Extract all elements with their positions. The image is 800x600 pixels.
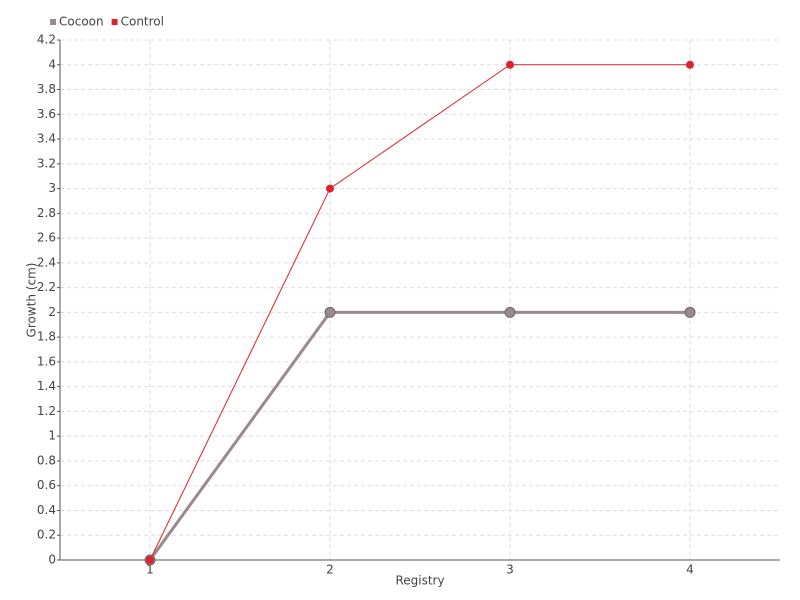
x-tick-label: 1	[146, 563, 154, 577]
y-tick-label: 0.4	[37, 503, 56, 517]
legend-swatch	[50, 19, 56, 25]
y-axis-label: Growth (cm)	[25, 263, 39, 338]
y-tick-label: 1.4	[37, 379, 56, 393]
point	[686, 60, 694, 69]
x-tick-label: 4	[686, 563, 694, 577]
point	[506, 60, 514, 69]
legend-label: Cocoon	[59, 15, 104, 29]
x-tick-label: 3	[506, 563, 514, 577]
series-line	[149, 64, 690, 561]
y-tick-label: 3.6	[37, 107, 56, 121]
y-tick-label: 1.6	[37, 354, 56, 368]
y-tick-label: 4	[48, 57, 56, 71]
y-tick-label: 0.8	[37, 453, 56, 467]
y-tick-label: 3	[48, 181, 56, 195]
y-tick-label: 4.2	[37, 33, 56, 47]
point	[504, 306, 516, 318]
y-tick-label: 3.2	[37, 156, 56, 170]
point	[684, 306, 696, 318]
series-line	[148, 310, 690, 561]
y-tick-label: 0.2	[37, 528, 56, 542]
y-tick-label: 0	[48, 553, 56, 567]
point	[146, 556, 154, 564]
x-tick-label: 2	[326, 563, 334, 577]
legend-label: Control	[121, 15, 164, 29]
x-axis-label: Registry	[395, 574, 444, 588]
y-tick-label: 3.4	[37, 132, 56, 146]
y-tick-label: 1	[48, 429, 56, 443]
y-tick-label: 1.2	[37, 404, 56, 418]
y-tick-label: 2.4	[37, 255, 56, 269]
y-tick-label: 2	[48, 305, 56, 319]
y-tick-label: 2.2	[37, 280, 56, 294]
y-tick-label: 1.8	[37, 330, 56, 344]
y-tick-label: 3.8	[37, 82, 56, 96]
y-tick-label: 0.6	[37, 478, 56, 492]
legend-swatch	[111, 19, 118, 25]
point	[326, 184, 334, 193]
y-tick-label: 2.8	[37, 206, 56, 220]
y-tick-label: 2.6	[37, 231, 56, 245]
point	[324, 306, 336, 318]
